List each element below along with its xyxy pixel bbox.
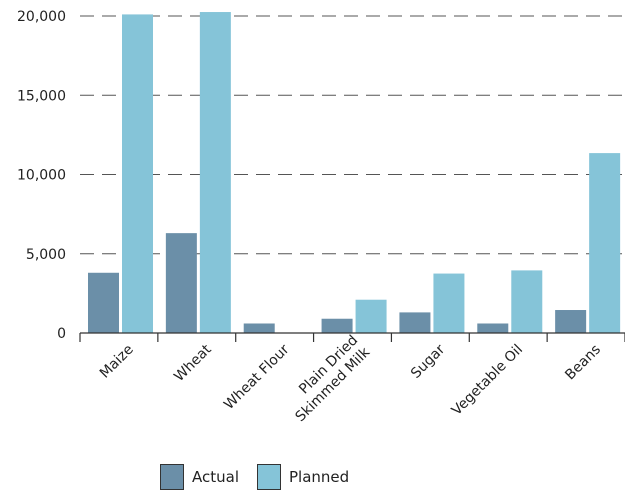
bar-planned-4 bbox=[433, 273, 465, 333]
legend-label-actual: Actual bbox=[192, 468, 239, 486]
y-tick-label: 5,000 bbox=[26, 247, 66, 263]
bar-planned-3 bbox=[355, 299, 387, 333]
x-axis-labels: Maize Wheat Wheat Flour Plain DriedSkimmed … bbox=[97, 332, 604, 425]
bar-planned-5 bbox=[511, 270, 543, 333]
bar-actual-2 bbox=[243, 323, 275, 333]
x-tick-label: Vegetable Oil bbox=[449, 342, 526, 419]
bar-planned-0 bbox=[122, 14, 153, 333]
bar-actual-4 bbox=[399, 312, 431, 333]
bar-actual-1 bbox=[165, 233, 197, 333]
x-tick-label: Wheat bbox=[171, 341, 215, 385]
x-tick-label: Wheat Flour bbox=[221, 341, 293, 413]
grid-lines bbox=[80, 15, 625, 255]
y-tick-label: 10,000 bbox=[17, 168, 66, 184]
legend: Actual Planned bbox=[160, 464, 349, 490]
y-tick-label: 20,000 bbox=[17, 9, 66, 25]
legend-item-actual: Actual bbox=[160, 464, 239, 490]
y-tick-label: 15,000 bbox=[17, 88, 66, 104]
legend-label-planned: Planned bbox=[289, 468, 350, 486]
bar-actual-3 bbox=[321, 318, 353, 333]
bar-planned-6 bbox=[589, 153, 621, 333]
x-tick-label: Plain DriedSkimmed Milk bbox=[281, 332, 374, 425]
bar-actual-0 bbox=[88, 272, 119, 333]
x-axis bbox=[79, 332, 625, 342]
x-tick-label: Sugar bbox=[408, 341, 448, 381]
legend-swatch-actual bbox=[160, 464, 184, 490]
y-tick-label: 0 bbox=[57, 326, 66, 342]
legend-item-planned: Planned bbox=[257, 464, 349, 490]
bar-actual-6 bbox=[555, 310, 587, 333]
bar-chart: 0 5,000 10,000 15,000 20,000 Maize Wheat Wheat… bbox=[17, 9, 625, 425]
y-axis-ticks: 0 5,000 10,000 15,000 20,000 bbox=[17, 9, 66, 342]
x-tick-label: Maize bbox=[97, 342, 137, 382]
bar-actual-5 bbox=[477, 323, 509, 333]
bars bbox=[88, 12, 621, 333]
x-tick-label: Beans bbox=[562, 342, 604, 384]
legend-swatch-planned bbox=[257, 464, 281, 490]
bar-planned-1 bbox=[199, 12, 231, 333]
